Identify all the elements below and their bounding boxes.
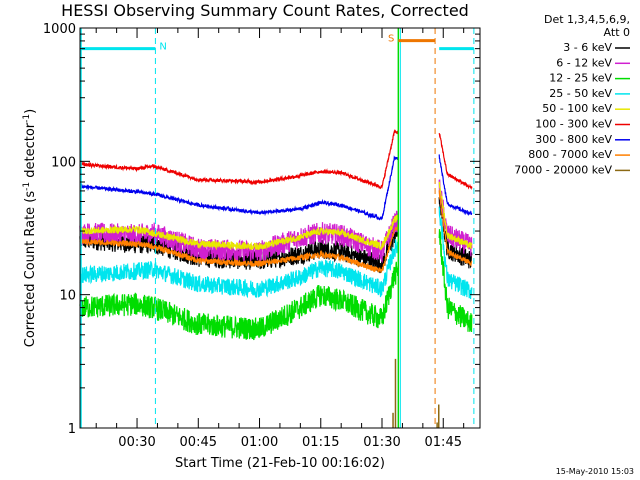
series-line: [79, 261, 399, 341]
series-800-7000-kev: [79, 190, 473, 273]
y-tick-label: 10: [59, 289, 76, 304]
series-line: [438, 229, 473, 333]
series-line: [79, 155, 399, 221]
series-25-50-kev: [79, 206, 473, 300]
series-line: [438, 154, 473, 216]
legend-header-1: Det 1,3,4,5,6,9,: [544, 13, 630, 26]
series-line: [438, 195, 473, 269]
legend: Det 1,3,4,5,6,9, Att 0 3 - 6 keV 6 - 12 k…: [514, 13, 630, 176]
x-axis: 00:30 00:45 01:00 01:15 01:30 01:45: [95, 28, 465, 450]
plot-area: NS: [79, 28, 475, 428]
chart-title: HESSI Observing Summary Count Rates, Cor…: [61, 1, 469, 20]
flag-label: S: [388, 34, 394, 45]
series-7000-20000-kev: [392, 358, 440, 428]
series-line: [438, 190, 473, 267]
series-12-25-kev: [79, 229, 473, 341]
y-tick-label: 1: [68, 422, 76, 437]
y-tick-label: 100: [51, 155, 76, 170]
y-axis-label: Corrected Count Rate (s-1 detector-1): [22, 109, 38, 347]
legend-item-label: 100 - 300 keV: [535, 118, 612, 131]
legend-item-label: 800 - 7000 keV: [528, 148, 612, 161]
legend-item-label: 25 - 50 keV: [549, 87, 612, 100]
series-line: [438, 206, 473, 300]
timestamp: 15-May-2010 15:03: [556, 467, 634, 476]
x-tick-label: 00:30: [118, 435, 155, 450]
legend-item-label: 300 - 800 keV: [535, 133, 612, 146]
series-line: [438, 181, 473, 250]
legend-item-label: 50 - 100 keV: [542, 102, 612, 115]
x-tick-label: 00:45: [180, 435, 217, 450]
series-line: [79, 225, 399, 273]
data-gap: [397, 28, 401, 428]
series-100-300-kev: [79, 129, 473, 191]
y-tick-label: 1000: [43, 22, 76, 37]
y-axis: 1 10 100 1000: [43, 22, 480, 437]
series-line: [438, 132, 473, 191]
x-tick-label: 01:00: [241, 435, 278, 450]
flag-label: N: [159, 42, 166, 53]
legend-item-label: 3 - 6 keV: [563, 41, 612, 54]
legend-item-label: 6 - 12 keV: [556, 56, 612, 69]
x-tick-label: 01:15: [302, 435, 339, 450]
series-line: [79, 238, 399, 299]
legend-header-2: Att 0: [604, 26, 630, 39]
series-line: [79, 214, 399, 251]
series-300-800-kev: [79, 154, 473, 221]
series-50-100-kev: [79, 181, 473, 251]
legend-item-label: 12 - 25 keV: [549, 72, 612, 85]
x-tick-label: 01:30: [363, 435, 400, 450]
x-axis-label: Start Time (21-Feb-10 00:16:02): [175, 456, 385, 471]
series-line: [79, 129, 399, 190]
legend-item-label: 7000 - 20000 keV: [514, 163, 612, 176]
x-tick-label: 01:45: [425, 435, 462, 450]
